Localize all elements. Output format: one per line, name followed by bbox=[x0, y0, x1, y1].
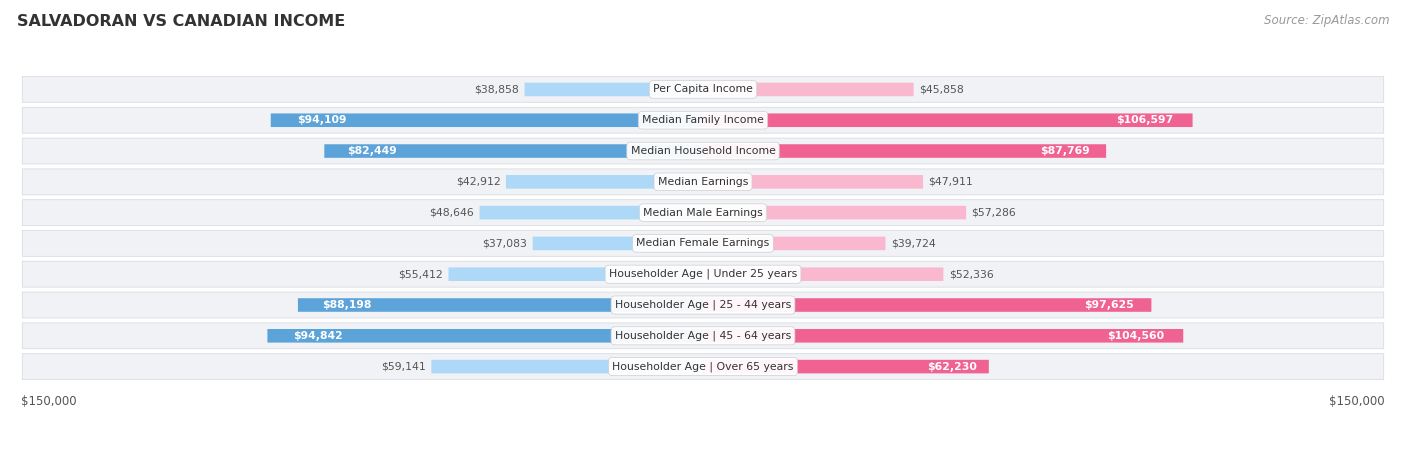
FancyBboxPatch shape bbox=[703, 144, 1107, 158]
Text: $82,449: $82,449 bbox=[347, 146, 396, 156]
Text: Householder Age | Under 25 years: Householder Age | Under 25 years bbox=[609, 269, 797, 279]
Text: Source: ZipAtlas.com: Source: ZipAtlas.com bbox=[1264, 14, 1389, 27]
FancyBboxPatch shape bbox=[325, 144, 703, 158]
FancyBboxPatch shape bbox=[533, 237, 703, 250]
FancyBboxPatch shape bbox=[703, 237, 886, 250]
Text: $37,083: $37,083 bbox=[482, 239, 527, 248]
FancyBboxPatch shape bbox=[703, 268, 943, 281]
FancyBboxPatch shape bbox=[449, 268, 703, 281]
Text: $59,141: $59,141 bbox=[381, 361, 426, 372]
Text: $62,230: $62,230 bbox=[928, 361, 977, 372]
FancyBboxPatch shape bbox=[22, 200, 1384, 226]
FancyBboxPatch shape bbox=[703, 329, 1184, 343]
FancyBboxPatch shape bbox=[703, 113, 1192, 127]
FancyBboxPatch shape bbox=[703, 360, 988, 374]
Text: $87,769: $87,769 bbox=[1040, 146, 1090, 156]
FancyBboxPatch shape bbox=[703, 175, 924, 189]
FancyBboxPatch shape bbox=[703, 298, 1152, 312]
Text: $94,109: $94,109 bbox=[297, 115, 346, 125]
FancyBboxPatch shape bbox=[298, 298, 703, 312]
FancyBboxPatch shape bbox=[267, 329, 703, 343]
FancyBboxPatch shape bbox=[271, 113, 703, 127]
FancyBboxPatch shape bbox=[22, 138, 1384, 164]
FancyBboxPatch shape bbox=[22, 169, 1384, 195]
Text: Householder Age | 25 - 44 years: Householder Age | 25 - 44 years bbox=[614, 300, 792, 310]
FancyBboxPatch shape bbox=[22, 354, 1384, 380]
Text: $48,646: $48,646 bbox=[429, 208, 474, 218]
Text: Median Male Earnings: Median Male Earnings bbox=[643, 208, 763, 218]
Text: $150,000: $150,000 bbox=[1330, 396, 1385, 408]
Text: Median Family Income: Median Family Income bbox=[643, 115, 763, 125]
Text: $45,858: $45,858 bbox=[920, 85, 965, 94]
Text: Median Female Earnings: Median Female Earnings bbox=[637, 239, 769, 248]
FancyBboxPatch shape bbox=[22, 107, 1384, 133]
Text: $38,858: $38,858 bbox=[474, 85, 519, 94]
FancyBboxPatch shape bbox=[524, 83, 703, 96]
Text: $52,336: $52,336 bbox=[949, 269, 994, 279]
FancyBboxPatch shape bbox=[22, 323, 1384, 349]
Text: $39,724: $39,724 bbox=[891, 239, 936, 248]
Text: $97,625: $97,625 bbox=[1084, 300, 1133, 310]
Text: $57,286: $57,286 bbox=[972, 208, 1017, 218]
FancyBboxPatch shape bbox=[22, 262, 1384, 287]
Text: $88,198: $88,198 bbox=[322, 300, 371, 310]
Text: $42,912: $42,912 bbox=[456, 177, 501, 187]
FancyBboxPatch shape bbox=[703, 206, 966, 219]
FancyBboxPatch shape bbox=[703, 83, 914, 96]
Text: $47,911: $47,911 bbox=[928, 177, 973, 187]
FancyBboxPatch shape bbox=[432, 360, 703, 374]
Text: Householder Age | 45 - 64 years: Householder Age | 45 - 64 years bbox=[614, 331, 792, 341]
Text: $104,560: $104,560 bbox=[1107, 331, 1164, 341]
Text: $55,412: $55,412 bbox=[398, 269, 443, 279]
FancyBboxPatch shape bbox=[479, 206, 703, 219]
Text: Median Household Income: Median Household Income bbox=[630, 146, 776, 156]
FancyBboxPatch shape bbox=[22, 77, 1384, 102]
Text: Householder Age | Over 65 years: Householder Age | Over 65 years bbox=[612, 361, 794, 372]
Text: Per Capita Income: Per Capita Income bbox=[652, 85, 754, 94]
Text: $150,000: $150,000 bbox=[21, 396, 76, 408]
Text: SALVADORAN VS CANADIAN INCOME: SALVADORAN VS CANADIAN INCOME bbox=[17, 14, 344, 29]
FancyBboxPatch shape bbox=[506, 175, 703, 189]
Text: Median Earnings: Median Earnings bbox=[658, 177, 748, 187]
FancyBboxPatch shape bbox=[22, 231, 1384, 256]
Text: $94,842: $94,842 bbox=[294, 331, 343, 341]
Text: $106,597: $106,597 bbox=[1116, 115, 1173, 125]
FancyBboxPatch shape bbox=[22, 292, 1384, 318]
